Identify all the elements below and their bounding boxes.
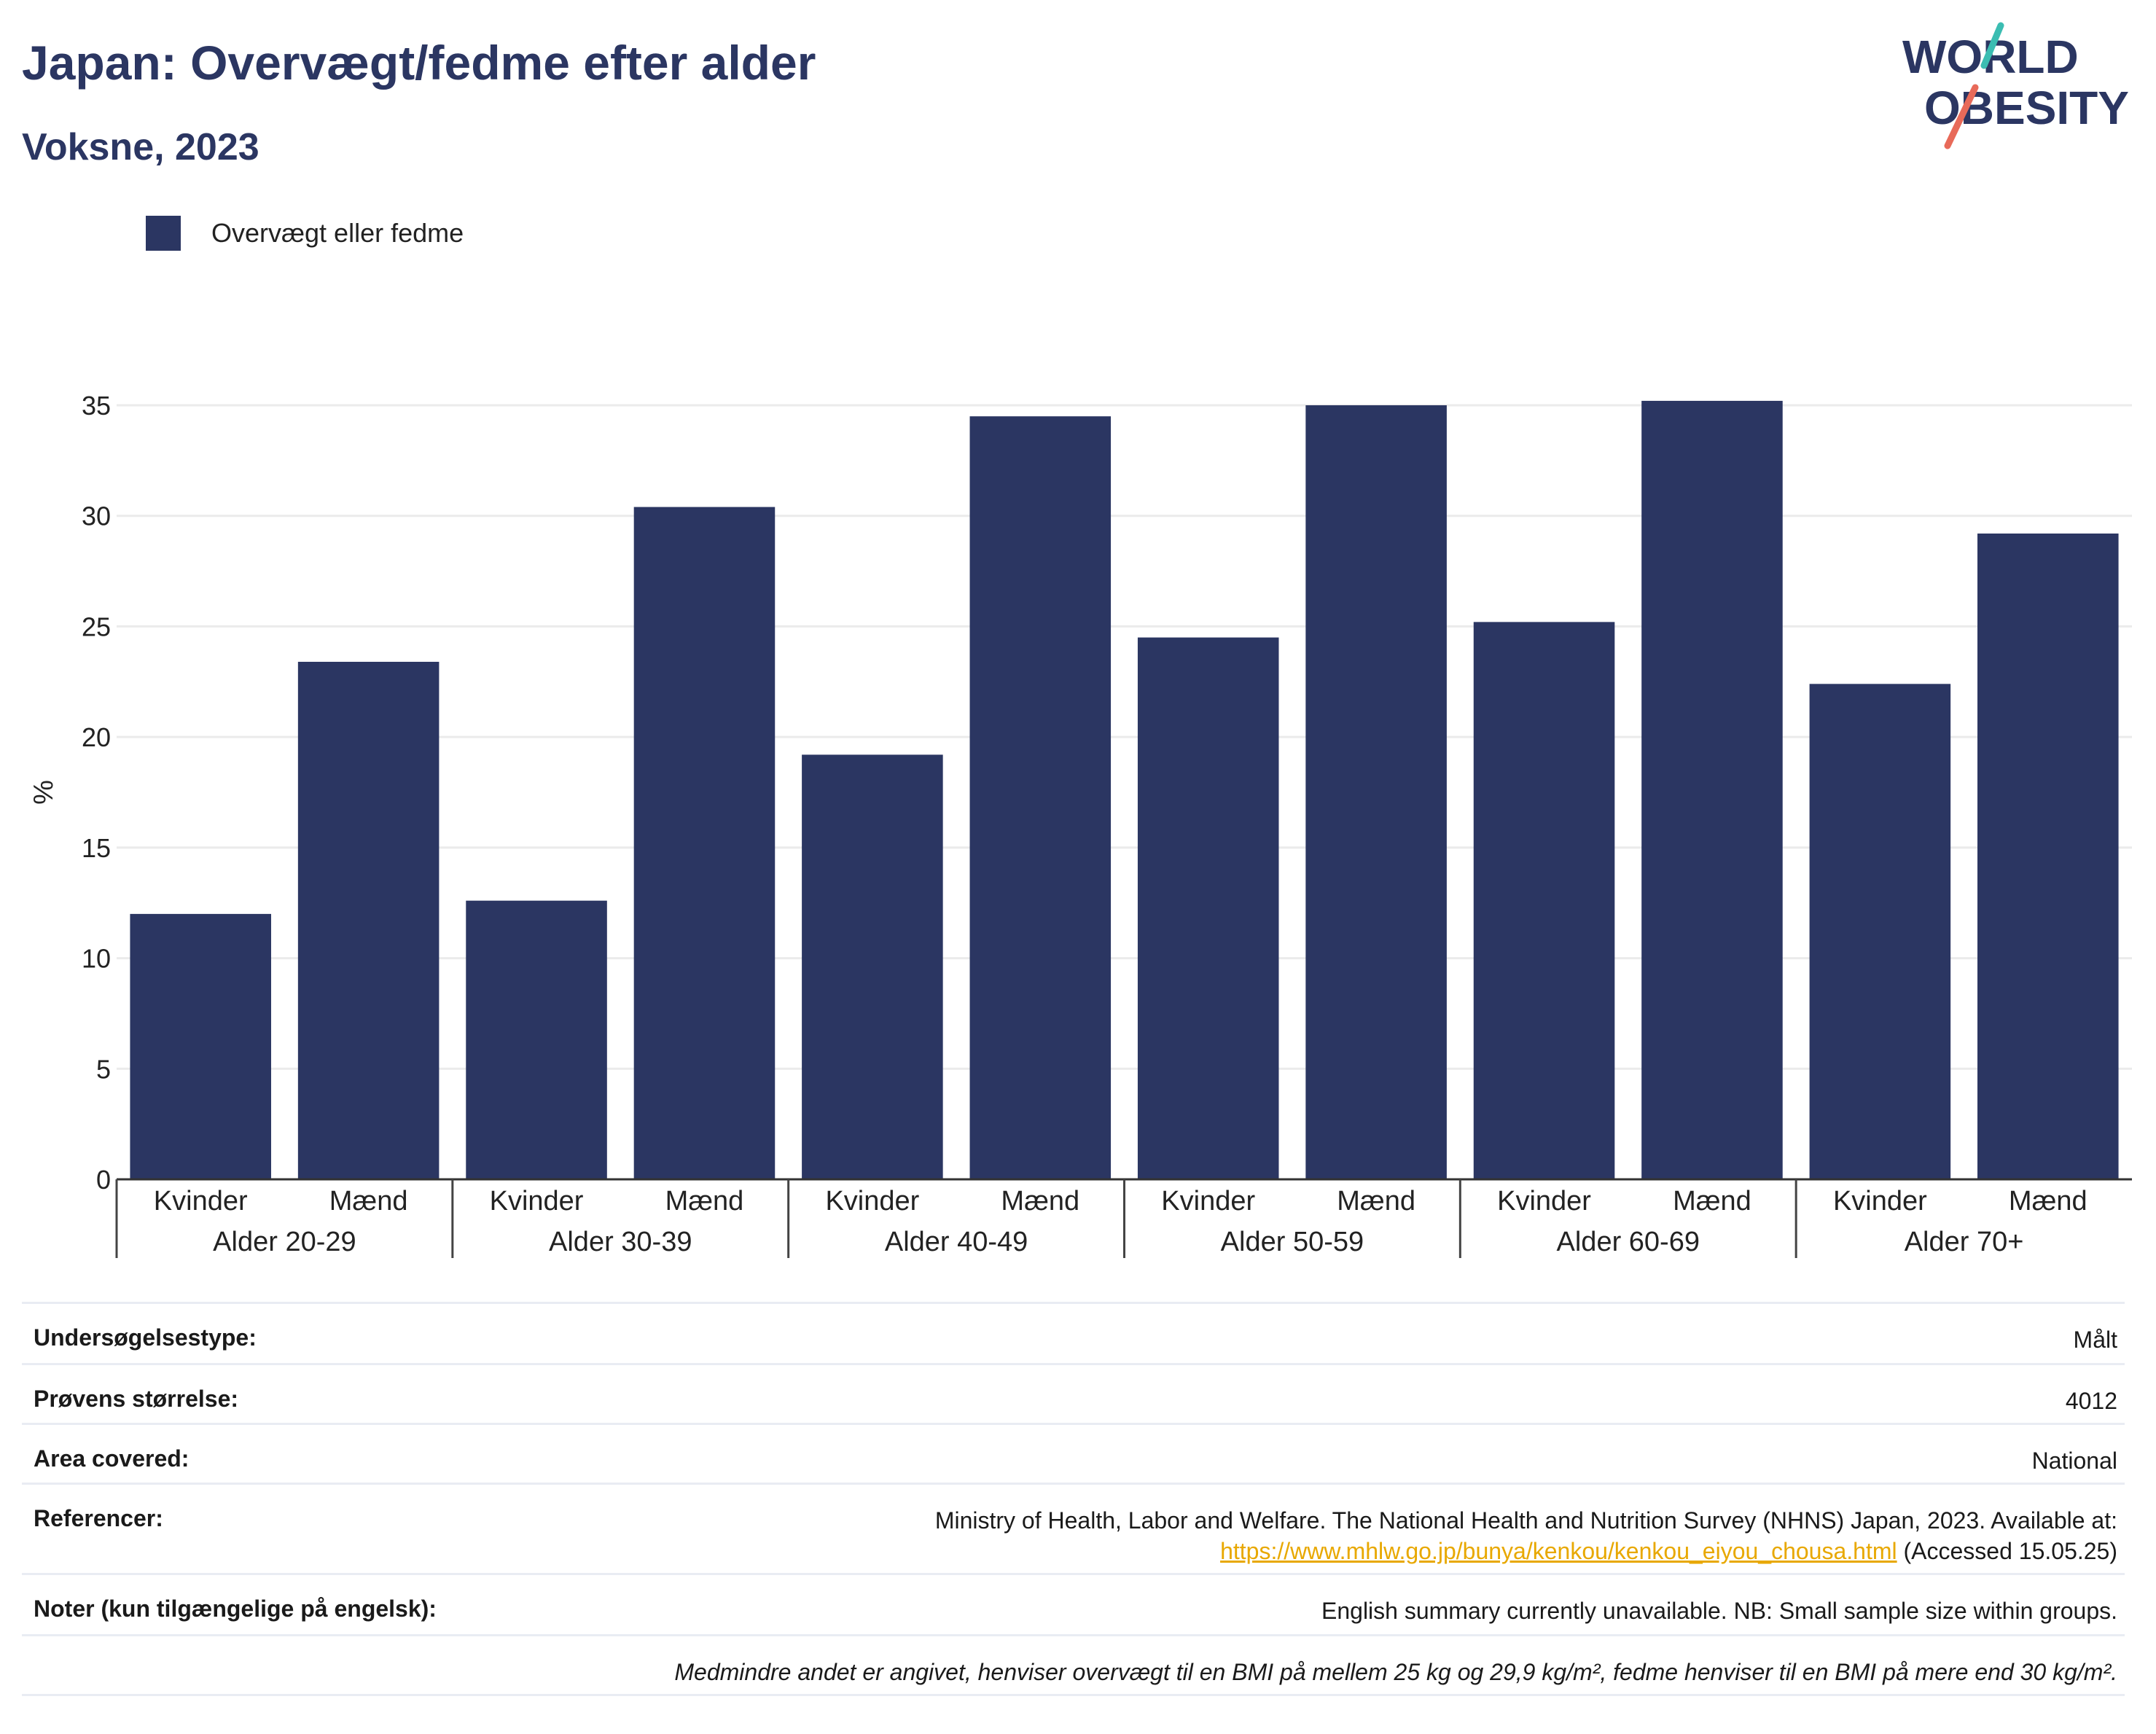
y-tick-label: 25 — [82, 612, 111, 641]
world-obesity-logo: WORLD OBESITY — [1902, 22, 2129, 149]
chart-legend: Overvægt eller fedme — [146, 216, 464, 251]
page-subtitle: Voksne, 2023 — [22, 126, 259, 168]
bar — [633, 507, 776, 1179]
meta-row-notes: Noter (kun tilgængelige på engelsk): Eng… — [22, 1573, 2125, 1634]
meta-row-references: Referencer: Ministry of Health, Labor an… — [22, 1483, 2125, 1573]
area-label: Area covered: — [34, 1445, 190, 1472]
bar — [1137, 637, 1279, 1179]
y-tick-label: 15 — [82, 833, 111, 863]
sample-size-value: 4012 — [2065, 1388, 2117, 1414]
y-tick-label: 35 — [82, 391, 111, 421]
notes-label: Noter (kun tilgængelige på engelsk): — [34, 1596, 437, 1622]
y-tick-label: 5 — [96, 1054, 111, 1084]
sample-size-label: Prøvens størrelse: — [34, 1386, 239, 1412]
page-title: Japan: Overvægt/fedme efter alder — [22, 36, 816, 90]
x-tick-label: Kvinder — [154, 1186, 248, 1216]
meta-row-area: Area covered: National — [22, 1423, 2125, 1483]
group-label: Alder 70+ — [1905, 1227, 2024, 1257]
legend-swatch — [146, 216, 181, 251]
footnote: Medmindre andet er angivet, henviser ove… — [674, 1659, 2117, 1685]
meta-row-footnote: Medmindre andet er angivet, henviser ove… — [22, 1634, 2125, 1694]
bar — [1305, 405, 1447, 1179]
metadata-table: Undersøgelsestype: Målt Prøvens størrels… — [22, 1302, 2125, 1696]
group-label: Alder 60-69 — [1557, 1227, 1700, 1257]
bar — [1473, 622, 1615, 1179]
y-tick-label: 20 — [82, 722, 111, 752]
meta-row-survey-type: Undersøgelsestype: Målt — [22, 1302, 2125, 1363]
bar — [1641, 400, 1783, 1180]
references-value: Ministry of Health, Labor and Welfare. T… — [935, 1505, 2117, 1573]
y-tick-label: 30 — [82, 501, 111, 531]
legend-label: Overvægt eller fedme — [211, 218, 464, 248]
x-tick-label: Mænd — [1001, 1186, 1079, 1216]
notes-value: English summary currently unavailable. N… — [1321, 1598, 2117, 1624]
table-bottom-divider — [22, 1694, 2125, 1696]
group-label: Alder 30-39 — [549, 1227, 692, 1257]
bar — [297, 661, 440, 1179]
references-accessed: (Accessed 15.05.25) — [1897, 1538, 2118, 1564]
meta-row-sample-size: Prøvens størrelse: 4012 — [22, 1363, 2125, 1423]
group-label: Alder 40-49 — [885, 1227, 1028, 1257]
bar — [466, 900, 607, 1179]
references-link[interactable]: https://www.mhlw.go.jp/bunya/kenkou/kenk… — [1220, 1538, 1897, 1564]
x-tick-label: Kvinder — [1833, 1186, 1927, 1216]
bar — [1809, 684, 1951, 1179]
survey-type-label: Undersøgelsestype: — [34, 1324, 257, 1351]
bar — [1977, 533, 2119, 1179]
x-tick-label: Kvinder — [825, 1186, 919, 1216]
references-label: Referencer: — [34, 1505, 163, 1531]
x-tick-label: Kvinder — [490, 1186, 584, 1216]
x-tick-label: Mænd — [1337, 1186, 1415, 1216]
y-tick-label: 0 — [96, 1165, 111, 1195]
y-axis-label: % — [28, 780, 59, 805]
x-tick-label: Kvinder — [1161, 1186, 1255, 1216]
y-tick-label: 10 — [82, 944, 111, 974]
x-tick-label: Kvinder — [1497, 1186, 1591, 1216]
bar — [802, 754, 943, 1179]
group-label: Alder 20-29 — [213, 1227, 356, 1257]
bar — [969, 416, 1112, 1180]
group-label: Alder 50-59 — [1221, 1227, 1364, 1257]
references-text: Ministry of Health, Labor and Welfare. T… — [934, 1507, 2117, 1534]
x-tick-label: Mænd — [329, 1186, 408, 1216]
bar — [130, 913, 271, 1179]
x-tick-label: Mænd — [2009, 1186, 2087, 1216]
survey-type-value: Målt — [2073, 1327, 2117, 1353]
x-tick-label: Mænd — [665, 1186, 744, 1216]
x-tick-label: Mænd — [1673, 1186, 1751, 1216]
area-value: National — [2031, 1448, 2117, 1474]
bar-chart: 0 5 10 15 20 25 30 35% Kvinder Mænd Kvinder Mænd Kvi… — [28, 391, 2132, 1258]
